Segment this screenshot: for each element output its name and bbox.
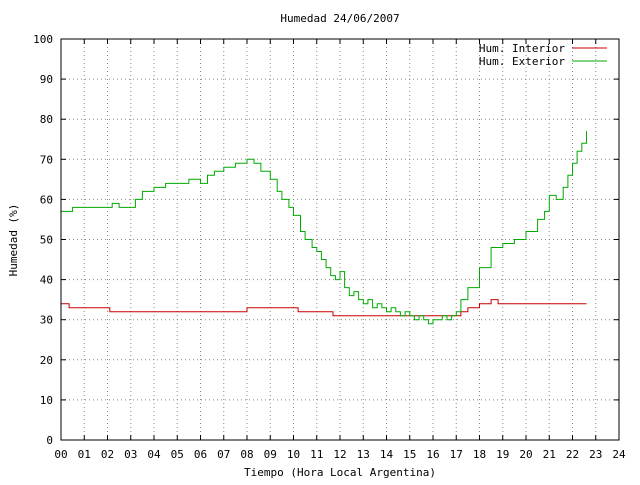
x-tick-label: 04 (147, 448, 161, 461)
x-axis-label: Tiempo (Hora Local Argentina) (244, 466, 436, 479)
x-tick-label: 07 (217, 448, 230, 461)
x-tick-label: 01 (78, 448, 91, 461)
x-tick-label: 24 (612, 448, 626, 461)
x-tick-label: 03 (124, 448, 137, 461)
x-tick-label: 00 (54, 448, 67, 461)
legend-label-interior: Hum. Interior (479, 42, 565, 55)
x-tick-label: 09 (264, 448, 277, 461)
y-tick-label: 20 (40, 354, 53, 367)
x-tick-label: 14 (380, 448, 394, 461)
x-tick-label: 19 (496, 448, 509, 461)
x-tick-label: 08 (240, 448, 253, 461)
x-tick-label: 06 (194, 448, 207, 461)
series-line-interior (61, 299, 587, 317)
y-tick-label: 30 (40, 314, 53, 327)
y-tick-label: 0 (46, 434, 53, 447)
x-tick-label: 20 (519, 448, 532, 461)
x-tick-label: 12 (333, 448, 346, 461)
x-tick-label: 05 (171, 448, 184, 461)
x-tick-label: 23 (589, 448, 602, 461)
y-tick-label: 60 (40, 193, 53, 206)
y-tick-label: 40 (40, 274, 53, 287)
y-tick-label: 10 (40, 394, 53, 407)
x-tick-label: 13 (357, 448, 370, 461)
series-line-exterior (61, 131, 587, 325)
axis-ticks: 00 01 02 03 04 05 06 07 08 09 10 11 12 13 14 15 16 17 18 19… (33, 33, 626, 461)
y-tick-label: 90 (40, 73, 53, 86)
x-tick-label: 21 (543, 448, 556, 461)
x-tick-label: 02 (101, 448, 114, 461)
y-tick-label: 80 (40, 113, 53, 126)
x-tick-label: 15 (403, 448, 416, 461)
x-tick-label: 22 (566, 448, 579, 461)
y-tick-label: 100 (33, 33, 53, 46)
series-lines (61, 131, 587, 325)
y-axis-label: Humedad (%) (7, 204, 20, 277)
x-tick-label: 18 (473, 448, 486, 461)
x-tick-label: 17 (450, 448, 463, 461)
y-tick-label: 50 (40, 234, 53, 247)
y-tick-label: 70 (40, 153, 53, 166)
x-tick-label: 11 (310, 448, 323, 461)
legend-label-exterior: Hum. Exterior (479, 55, 565, 68)
legend: Hum. Interior Hum. Exterior (479, 42, 607, 68)
grid (61, 39, 619, 440)
chart-title: Humedad 24/06/2007 (280, 12, 399, 25)
x-tick-label: 10 (287, 448, 300, 461)
x-tick-label: 16 (426, 448, 439, 461)
